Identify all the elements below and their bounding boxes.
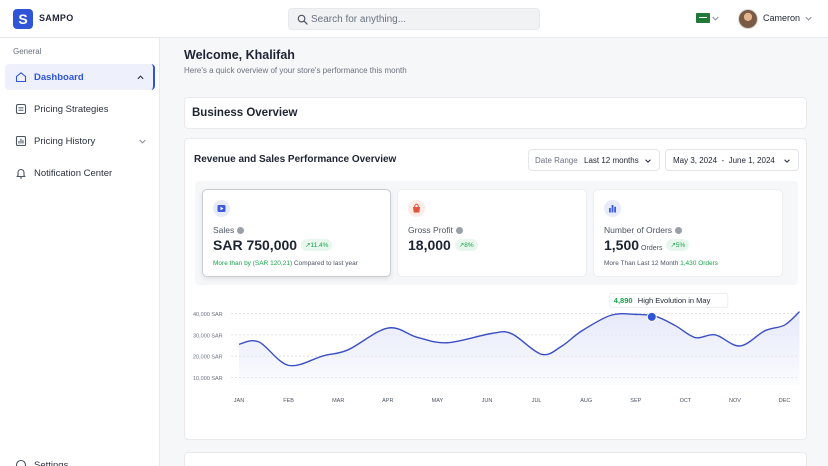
shopping-bag-icon [408, 200, 425, 217]
date-range-value: Last 12 months [584, 156, 639, 165]
sidebar: General Dashboard Pricing Strategies Pri… [0, 38, 160, 466]
trend-badge: ↗11.4% [301, 239, 333, 251]
kpi-value: 18,000 ↗8% [408, 237, 478, 253]
search-bar[interactable] [288, 8, 540, 30]
home-icon [15, 72, 27, 83]
sidebar-item-notification-center[interactable]: Notification Center [5, 160, 155, 186]
series-area [239, 311, 800, 385]
y-tick-label: 30,000 SAR [193, 333, 223, 339]
top-bar: S SAMPO Cameron [0, 0, 828, 38]
saudi-arabia-flag-icon[interactable] [696, 13, 710, 23]
performance-title: Revenue and Sales Performance Overview [194, 154, 397, 165]
info-icon[interactable] [675, 227, 683, 234]
section-title: Business Overview [192, 107, 298, 119]
sidebar-item-label: Notification Center [34, 168, 113, 179]
date-range-dropdown[interactable]: Date Range Last 12 months [528, 149, 660, 171]
sidebar-item-label: Pricing Strategies [34, 104, 109, 115]
kpi-value: SAR 750,000 ↗11.4% [213, 237, 333, 253]
info-icon[interactable] [455, 227, 463, 234]
x-tick-label: SEP [630, 398, 641, 404]
kpi-card-sales[interactable]: Sales SAR 750,000 ↗11.4% More than by (SA… [202, 189, 391, 277]
date-picker-dropdown[interactable]: May 3, 2024 - June 1, 2024 [665, 149, 799, 171]
search-icon [297, 14, 308, 25]
y-tick-label: 40,000 SAR [193, 312, 223, 318]
kpi-label: Gross Profit [408, 225, 463, 235]
trend-badge: ↗5% [666, 239, 690, 251]
trend-badge: ↗8% [454, 239, 478, 251]
annotation-value: 4,890 [614, 296, 633, 305]
brand-name: SAMPO [39, 13, 74, 23]
avatar[interactable] [738, 9, 758, 29]
search-input[interactable] [311, 10, 533, 28]
bar-chart-icon [15, 135, 27, 147]
chevron-down-icon[interactable] [138, 137, 147, 146]
x-tick-label: JAN [234, 398, 244, 404]
date-range-label: Date Range [535, 156, 578, 165]
y-tick-label: 20,000 SAR [193, 355, 223, 361]
info-icon[interactable] [237, 227, 245, 234]
sidebar-item-label: Dashboard [34, 72, 84, 83]
chevron-down-icon[interactable] [804, 14, 813, 23]
list-icon [15, 103, 27, 115]
chevron-down-icon[interactable] [711, 14, 720, 23]
kpi-value: 1,500 Orders ↗5% [604, 237, 690, 253]
x-tick-label: APR [382, 398, 393, 404]
chevron-up-icon[interactable] [136, 73, 145, 82]
sidebar-section-label: General [13, 47, 42, 56]
series-line [238, 311, 800, 367]
x-tick-label: MAR [332, 398, 344, 404]
date-picker-value: May 3, 2024 - June 1, 2024 [673, 156, 775, 165]
x-tick-label: NOV [729, 398, 741, 404]
highlight-point [646, 311, 657, 322]
page-subtitle: Here's a quick overview of your store's … [184, 66, 407, 75]
sidebar-item-settings[interactable]: Settings [34, 460, 69, 466]
x-tick-label: DEC [779, 398, 791, 404]
kpi-footnote: More Than Last 12 Month 1,430 Orders [604, 260, 719, 267]
annotation-box [609, 292, 729, 308]
x-tick-label: FEB [283, 398, 294, 404]
chevron-down-icon [784, 159, 790, 163]
next-section-card [184, 452, 807, 466]
sampo-logo[interactable]: S [13, 9, 33, 29]
x-tick-label: JUL [532, 398, 542, 404]
kpi-label: Sales [213, 225, 245, 235]
business-overview-card: Business Overview [184, 97, 807, 129]
gear-icon[interactable] [15, 459, 27, 466]
bar-chart-icon [604, 200, 621, 217]
kpi-footnote: More than by (SAR 120,21) Compared to la… [213, 260, 358, 267]
x-tick-label: OCT [680, 398, 692, 404]
x-tick-label: AUG [580, 398, 592, 404]
sidebar-item-pricing-history[interactable]: Pricing History [5, 128, 155, 154]
sidebar-item-dashboard[interactable]: Dashboard [5, 64, 155, 90]
page-title: Welcome, Khalifah [184, 48, 295, 62]
kpi-card-orders[interactable]: Number of Orders 1,500 Orders ↗5% More Tha… [593, 189, 783, 277]
chevron-down-icon [645, 159, 651, 163]
sidebar-item-pricing-strategies[interactable]: Pricing Strategies [5, 96, 155, 122]
x-tick-label: JUN [482, 398, 493, 404]
kpi-label: Number of Orders [604, 225, 683, 235]
kpi-card-gross-profit[interactable]: Gross Profit 18,000 ↗8% [397, 189, 587, 277]
x-tick-label: MAY [432, 398, 444, 404]
performance-card: Revenue and Sales Performance Overview D… [184, 138, 807, 440]
user-name[interactable]: Cameron [763, 13, 801, 23]
sidebar-item-label: Pricing History [34, 136, 96, 147]
kpi-group: Sales SAR 750,000 ↗11.4% More than by (SA… [195, 181, 798, 285]
revenue-chart: 10,000 SAR 20,000 SAR 30,000 SAR 40,000 SAR… [193, 292, 800, 404]
sales-icon [213, 200, 230, 217]
bell-icon [16, 169, 26, 179]
annotation-label: High Evolution in May [638, 296, 711, 305]
y-tick-label: 10,000 SAR [193, 376, 223, 382]
